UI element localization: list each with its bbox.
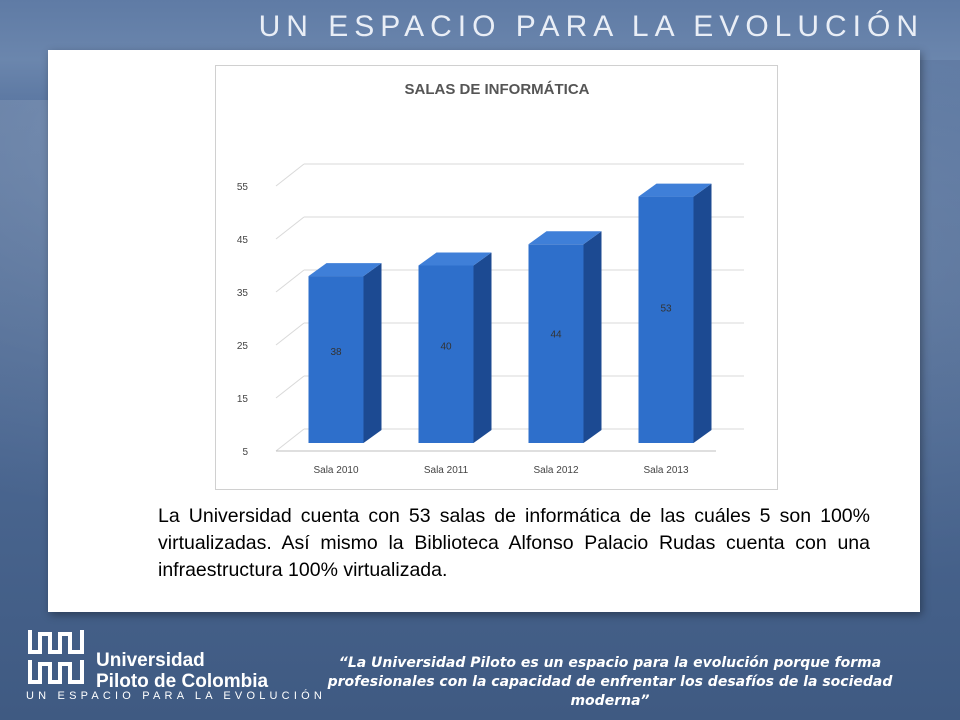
- bar-side: [583, 231, 602, 443]
- y-tick-label: 15: [237, 394, 249, 405]
- university-name-line2: Piloto de Colombia: [96, 671, 269, 692]
- university-logo: [28, 630, 84, 684]
- bar-top: [418, 252, 492, 266]
- bar: [308, 276, 364, 443]
- body-paragraph: La Universidad cuenta con 53 salas de in…: [158, 505, 870, 581]
- y-tick-label: 5: [242, 447, 248, 458]
- y-tick-label: 35: [237, 288, 249, 299]
- y-tick-label: 55: [237, 182, 249, 193]
- chart-title: SALAS DE INFORMÁTICA: [405, 81, 590, 98]
- chart-axes: 5 15 25 35 45 55 Sala 2010 Sala 2011 Sala 2012 Sa…: [237, 182, 689, 476]
- university-name: Universidad Piloto de Colombia: [96, 650, 268, 692]
- bar-side: [363, 263, 382, 443]
- bar: [418, 265, 474, 443]
- bar: [638, 196, 694, 443]
- gridline-depth: [275, 216, 305, 240]
- bar: [528, 244, 584, 443]
- gridline-depth: [275, 163, 305, 187]
- y-tick-label: 25: [237, 341, 249, 352]
- footer-quote: “La Universidad Piloto es un espacio par…: [327, 655, 893, 709]
- gridline-depth: [275, 322, 305, 346]
- gridline-depth: [275, 269, 305, 293]
- data-label: 53: [660, 303, 672, 314]
- x-tick-label: Sala 2011: [424, 465, 469, 476]
- chart-bars: 38 40 44 53: [308, 183, 712, 443]
- data-label: 44: [550, 330, 562, 341]
- gridline-depth: [275, 428, 305, 452]
- x-tick-label: Sala 2012: [533, 465, 578, 476]
- university-name-line1: Universidad: [96, 650, 205, 671]
- x-tick-label: Sala 2013: [643, 465, 688, 476]
- chart-container: SALAS DE INFORMÁTICA 38 40 44 53 5 15 25 35 45 5…: [215, 65, 778, 490]
- university-tagline: UN ESPACIO PARA LA EVOLUCIÓN: [26, 690, 326, 702]
- gridline-depth: [275, 375, 305, 399]
- bar-side: [693, 183, 712, 443]
- x-tick-label: Sala 2010: [313, 465, 358, 476]
- header-title: UN ESPACIO PARA LA EVOLUCIÓN: [258, 10, 924, 43]
- data-label: 40: [440, 341, 452, 352]
- bar-top: [638, 183, 712, 197]
- bar-top: [528, 231, 602, 245]
- y-tick-label: 45: [237, 235, 249, 246]
- bar-side: [473, 252, 492, 443]
- bar-top: [308, 263, 382, 277]
- data-label: 38: [330, 347, 342, 358]
